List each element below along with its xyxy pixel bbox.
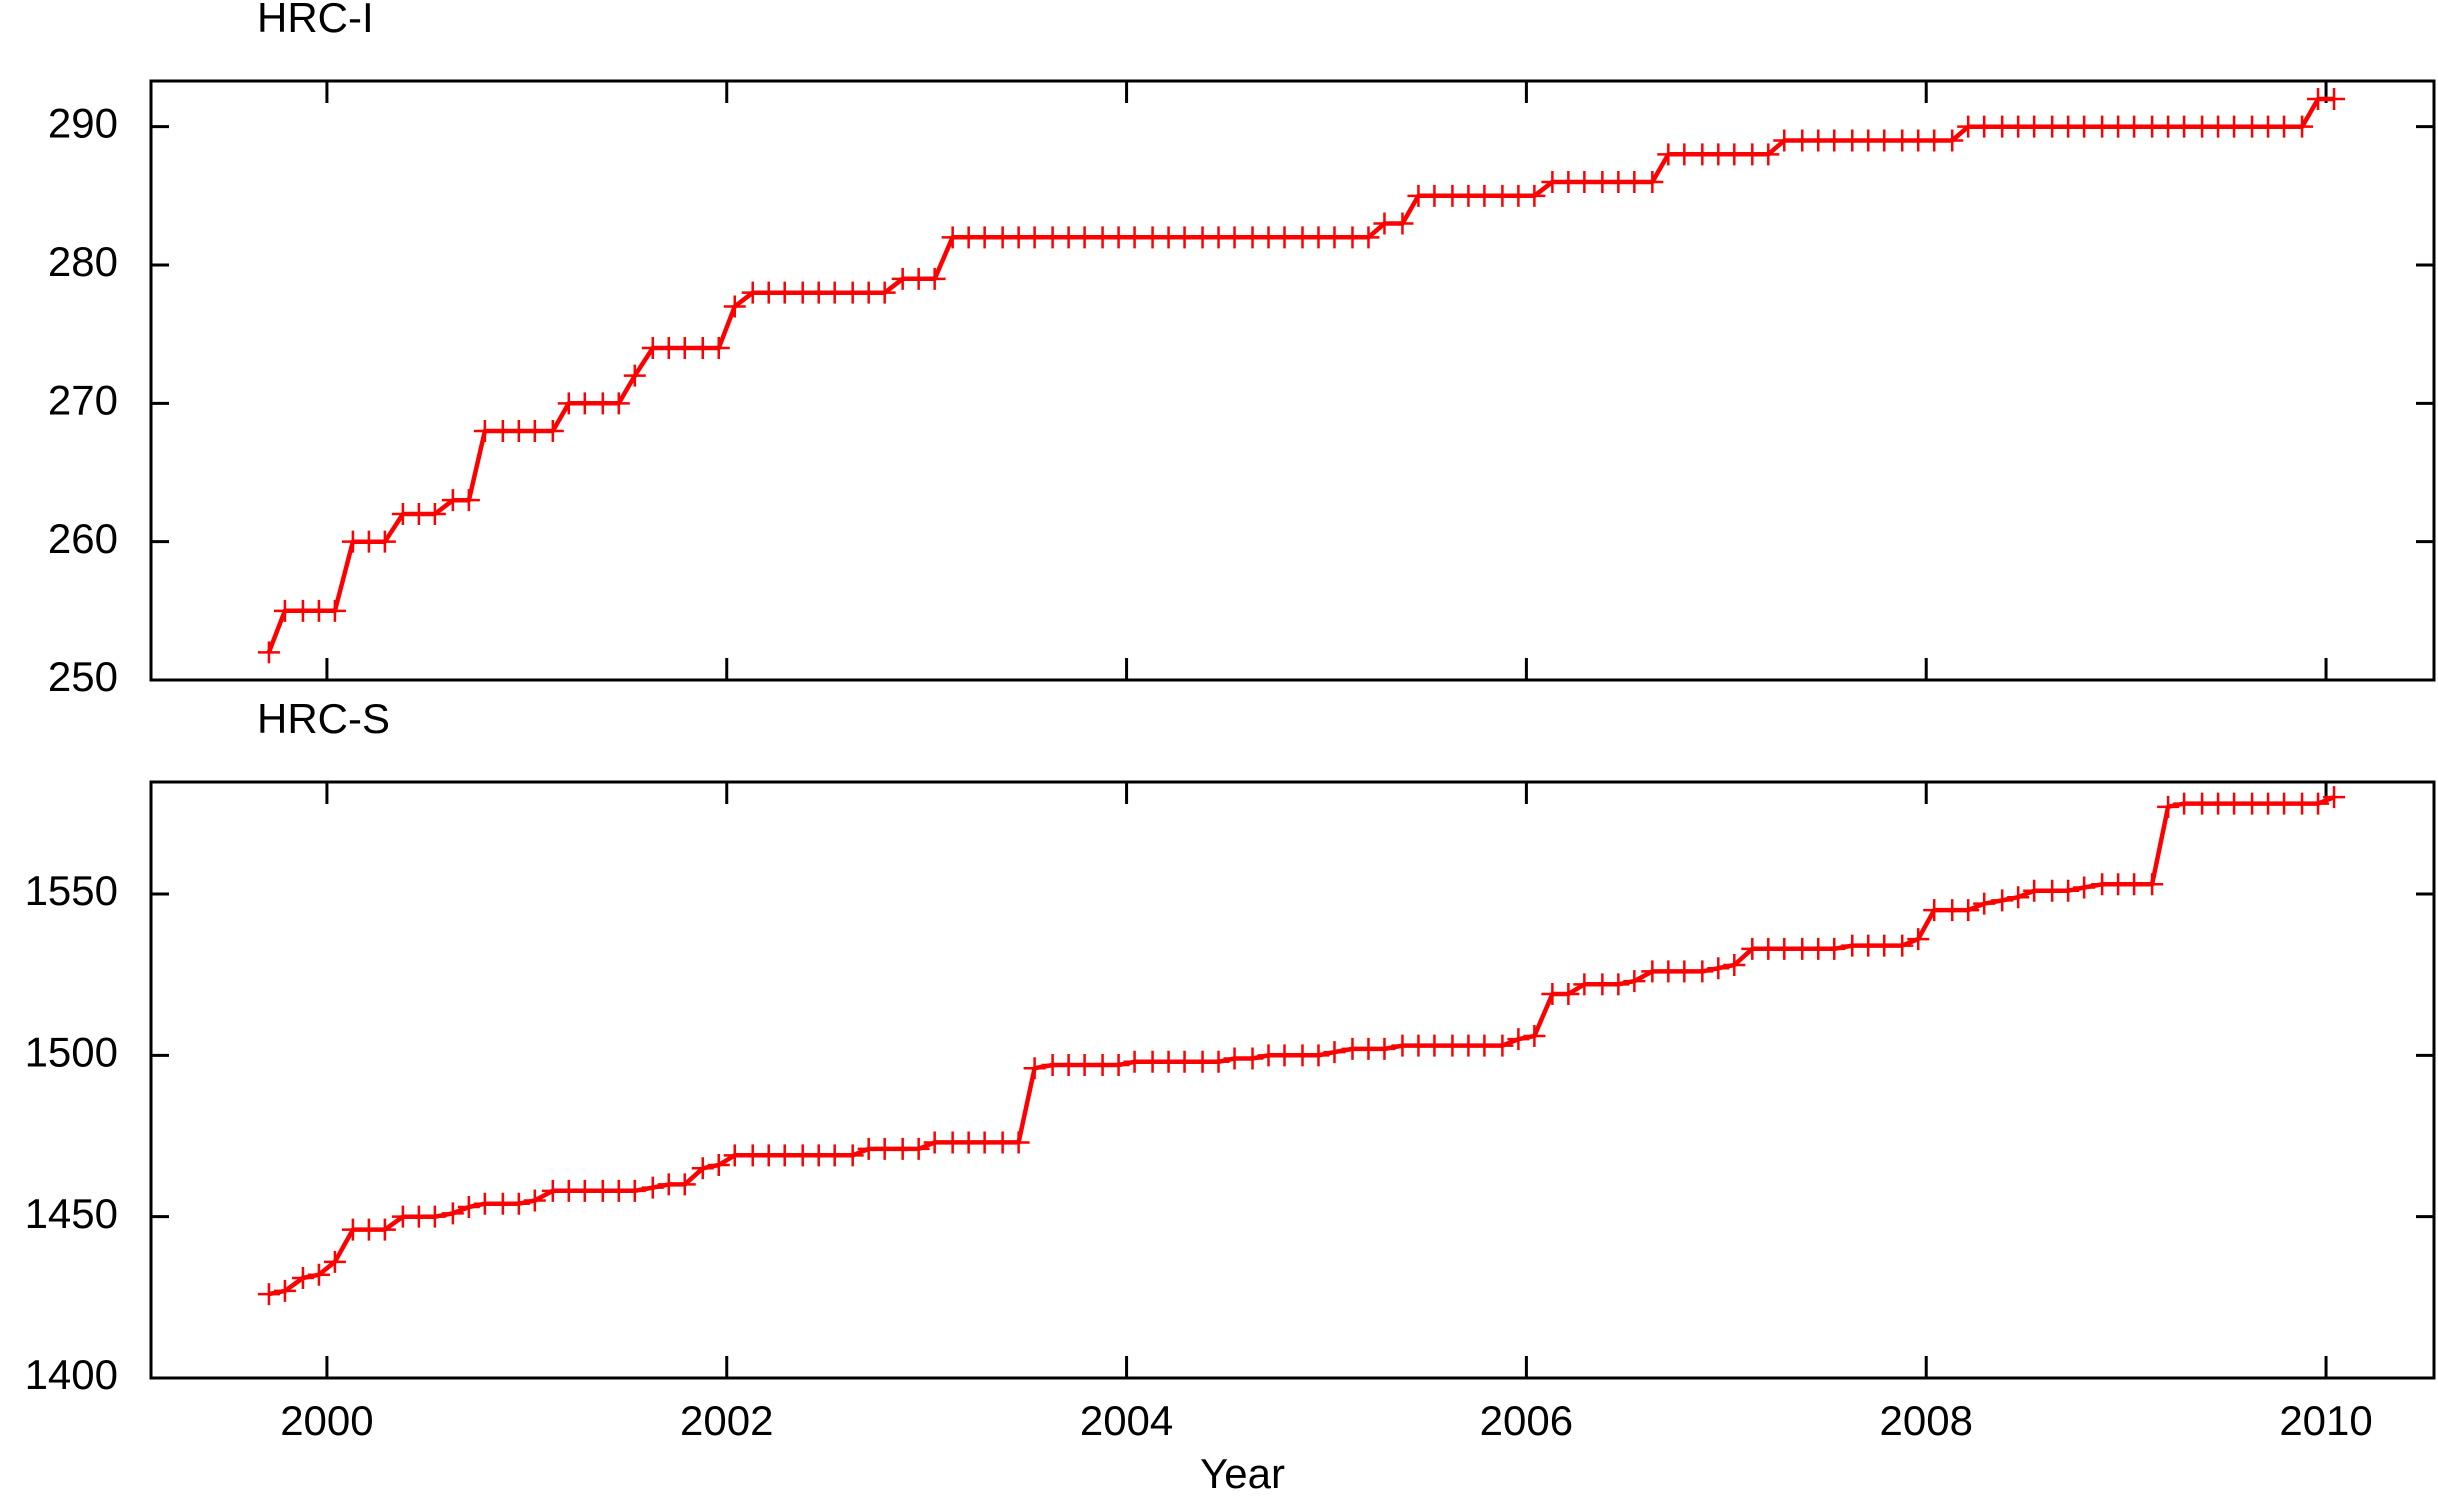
marker — [423, 1205, 446, 1228]
y-tick-label: 270 — [48, 376, 118, 423]
y-tick-label: 250 — [48, 653, 118, 700]
marker — [1891, 934, 1914, 957]
panel-title: HRC-S — [257, 695, 390, 742]
marker — [1723, 953, 1746, 976]
marker — [1491, 1034, 1514, 1057]
marker — [641, 1176, 664, 1199]
marker — [523, 1189, 546, 1212]
marker — [2057, 879, 2080, 902]
plot-frame — [149, 780, 2436, 1380]
marker — [1357, 226, 1380, 249]
marker — [373, 530, 396, 553]
marker — [257, 1283, 280, 1306]
marker — [507, 1192, 530, 1215]
marker — [541, 419, 564, 442]
marker — [1023, 1057, 1046, 1080]
marker — [1557, 983, 1580, 1005]
marker — [2291, 115, 2314, 138]
marker — [1241, 1047, 1264, 1070]
marker — [873, 281, 896, 304]
y-tick-label: 1400 — [25, 1351, 118, 1398]
marker — [307, 1263, 330, 1286]
y-tick-label: 290 — [48, 100, 118, 147]
marker — [2157, 795, 2180, 818]
y-tick-label: 1450 — [25, 1190, 118, 1237]
y-tick-label: 1500 — [25, 1028, 118, 1075]
marker — [2007, 886, 2030, 909]
marker — [707, 336, 730, 359]
marker — [623, 364, 646, 387]
marker — [907, 1137, 930, 1160]
marker — [273, 1279, 296, 1302]
marker — [1207, 1050, 1230, 1073]
marker — [1107, 1054, 1130, 1076]
y-tick-label: 260 — [48, 515, 118, 562]
marker — [1823, 937, 1846, 960]
marker — [841, 1144, 864, 1167]
marker — [257, 641, 280, 664]
marker — [1523, 184, 1546, 207]
marker — [291, 1266, 314, 1289]
marker — [723, 295, 746, 318]
marker — [1623, 970, 1646, 993]
marker — [1757, 143, 1780, 166]
marker — [1707, 957, 1730, 980]
marker — [1607, 973, 1630, 996]
x-tick-label: 2000 — [280, 1397, 373, 1444]
marker — [623, 1179, 646, 1202]
marker — [2307, 792, 2330, 815]
x-tick-label: 2008 — [1880, 1397, 1973, 1444]
marker — [323, 599, 346, 622]
marker — [457, 1195, 480, 1218]
x-tick-label: 2010 — [2279, 1397, 2372, 1444]
marker — [323, 1250, 346, 1273]
marker — [1323, 1041, 1346, 1064]
marker — [2323, 786, 2346, 809]
marker — [423, 502, 446, 525]
marker — [1941, 129, 1964, 152]
marker — [1391, 212, 1414, 235]
marker — [691, 1157, 714, 1180]
marker — [1957, 899, 1980, 922]
marker — [1641, 170, 1664, 193]
marker — [1507, 1028, 1530, 1051]
marker — [1691, 960, 1714, 983]
x-tick-label: 2004 — [1080, 1397, 1173, 1444]
marker — [607, 392, 630, 415]
y-tick-label: 280 — [48, 238, 118, 285]
marker — [1973, 892, 1996, 915]
panel-title: HRC-I — [257, 0, 374, 41]
marker — [441, 1202, 464, 1225]
x-tick-label: 2002 — [680, 1397, 773, 1444]
x-tick-label: 2006 — [1480, 1397, 1573, 1444]
plot-frame — [149, 79, 2436, 682]
marker — [1523, 1024, 1546, 1047]
marker — [1373, 1037, 1396, 1060]
y-tick-label: 1550 — [25, 867, 118, 914]
marker — [2141, 873, 2164, 896]
marker — [707, 1154, 730, 1177]
marker — [457, 489, 480, 512]
data-line — [266, 96, 2334, 654]
marker — [373, 1218, 396, 1241]
marker — [923, 267, 946, 290]
marker — [1991, 889, 2014, 912]
marker — [1907, 928, 1930, 951]
marker — [673, 1173, 696, 1196]
marker — [1007, 1131, 1030, 1154]
marker — [2323, 87, 2346, 110]
x-axis-label: Year — [1200, 1450, 1285, 1497]
marker — [1307, 1044, 1330, 1067]
marker — [2073, 876, 2096, 899]
